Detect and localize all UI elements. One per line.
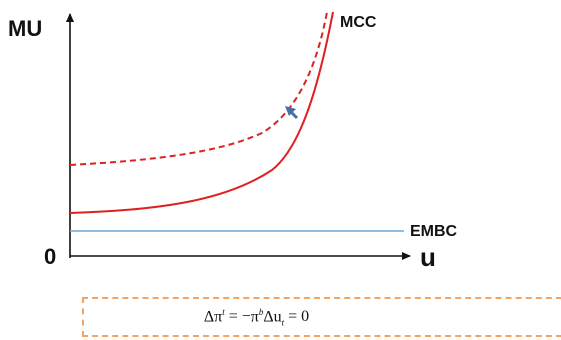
formula-lhs-symbol: Δπ <box>203 308 223 326</box>
origin-label: 0 <box>44 244 56 269</box>
formula-rhs: πbΔut <box>251 307 284 328</box>
formula-rhs-sub: t <box>281 317 285 328</box>
shift-arrow <box>285 106 299 120</box>
embc-label: EMBC <box>410 223 458 240</box>
mcc-shifted-curve <box>69 11 328 166</box>
equilibrium-formula: Δπt = − πbΔut = 0 <box>84 299 429 335</box>
formula-rhs-symbol: π <box>250 308 259 326</box>
formula-eq2: = 0 <box>284 308 310 325</box>
formula-eq1: = − <box>224 308 251 325</box>
mcc-label: MCC <box>340 14 377 31</box>
formula-lhs: Δπt <box>204 307 225 326</box>
mcc-curve <box>69 11 334 214</box>
formula-lhs-sup: t <box>222 307 225 318</box>
x-axis-label: u <box>420 242 436 272</box>
y-axis-label: MU <box>8 16 42 41</box>
formula-box: Δπt = − πbΔut = 0 <box>82 297 561 337</box>
formula-rhs-sup: b <box>258 306 264 317</box>
formula-rhs-delta: Δu <box>263 308 282 326</box>
